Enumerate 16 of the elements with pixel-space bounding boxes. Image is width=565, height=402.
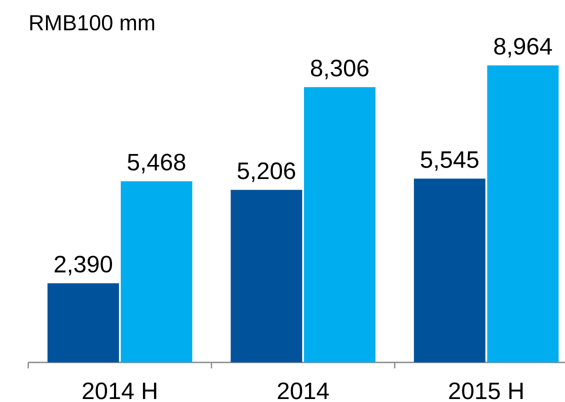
data-label: 5,468 xyxy=(128,154,186,174)
bar xyxy=(487,65,559,362)
x-tick-label: 2014 H xyxy=(82,382,156,400)
bar xyxy=(120,181,192,362)
data-label: 8,964 xyxy=(494,38,552,58)
data-label: 5,206 xyxy=(238,162,296,182)
data-label: 5,545 xyxy=(420,151,478,171)
data-label: 8,306 xyxy=(311,60,368,80)
bar xyxy=(414,178,486,362)
x-tick-label: 2014 xyxy=(278,382,329,400)
bar xyxy=(48,283,119,362)
bar xyxy=(230,190,302,362)
data-label: 2,390 xyxy=(54,256,112,276)
bar xyxy=(304,87,376,362)
y-axis-title: RMB100 mm xyxy=(30,14,154,30)
x-tick-label: 2015 H xyxy=(449,382,523,400)
